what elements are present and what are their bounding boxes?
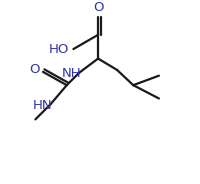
Text: O: O xyxy=(93,1,103,14)
Text: HN: HN xyxy=(33,99,52,112)
Text: HO: HO xyxy=(49,43,70,56)
Text: O: O xyxy=(30,63,40,77)
Text: NH: NH xyxy=(61,67,81,80)
